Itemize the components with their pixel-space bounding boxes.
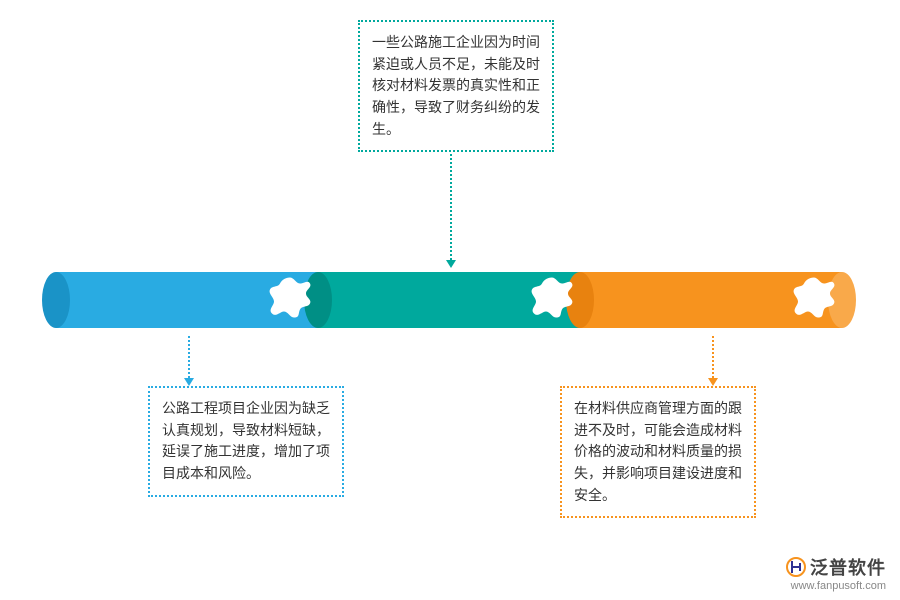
brand-name: 泛普软件 — [786, 554, 886, 580]
connector-top — [450, 146, 452, 264]
callout-top: 一些公路施工企业因为时间紧迫或人员不足，未能及时核对材料发票的真实性和正确性，导… — [358, 20, 554, 152]
connector-right — [712, 336, 714, 382]
callout-right: 在材料供应商管理方面的跟进不及时，可能会造成材料价格的波动和材料质量的损失，并影… — [560, 386, 756, 518]
badge-orange — [792, 276, 836, 325]
brand-icon — [786, 557, 806, 577]
brand-url: www.fanpusoft.com — [786, 580, 886, 592]
badge-green — [530, 276, 574, 325]
arrow-top — [446, 260, 456, 268]
arrow-right — [708, 378, 718, 386]
callout-right-text: 在材料供应商管理方面的跟进不及时，可能会造成材料价格的波动和材料质量的损失，并影… — [574, 400, 742, 503]
arrow-left — [184, 378, 194, 386]
seg-blue-cap-left — [42, 272, 70, 328]
callout-top-text: 一些公路施工企业因为时间紧迫或人员不足，未能及时核对材料发票的真实性和正确性，导… — [372, 34, 540, 137]
callout-left: 公路工程项目企业因为缺乏认真规划，导致材料短缺，延误了施工进度，增加了项目成本和… — [148, 386, 344, 497]
connector-left — [188, 336, 190, 382]
callout-left-text: 公路工程项目企业因为缺乏认真规划，导致材料短缺，延误了施工进度，增加了项目成本和… — [162, 400, 330, 481]
badge-blue — [268, 276, 312, 325]
brand: 泛普软件 www.fanpusoft.com — [786, 554, 886, 592]
brand-name-text: 泛普软件 — [810, 558, 886, 578]
